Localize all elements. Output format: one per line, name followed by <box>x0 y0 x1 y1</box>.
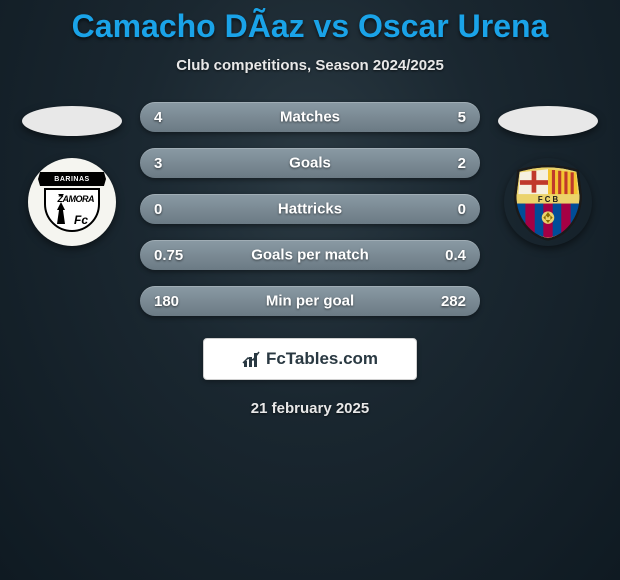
stat-right-value: 0 <box>426 201 466 218</box>
stat-label: Min per goal <box>266 293 354 310</box>
date: 21 february 2025 <box>251 400 369 417</box>
stat-row-goals-per-match: 0.75 Goals per match 0.4 <box>140 240 480 270</box>
stat-right-value: 2 <box>426 155 466 172</box>
stat-left-value: 3 <box>154 155 194 172</box>
stat-right-value: 0.4 <box>426 247 466 264</box>
brand-text: FcTables.com <box>266 349 378 369</box>
zamora-text: ZAMORA <box>58 194 95 204</box>
brand-box[interactable]: FcTables.com <box>203 338 417 380</box>
stat-left-value: 0 <box>154 201 194 218</box>
stat-label: Hattricks <box>278 201 342 218</box>
right-player-avatar-placeholder <box>498 106 598 136</box>
stat-left-value: 0.75 <box>154 247 194 264</box>
stat-left-value: 180 <box>154 293 194 310</box>
left-club-logo: BARINAS ZAMORA Fc <box>28 158 116 246</box>
zamora-shield: ZAMORA Fc <box>44 188 100 232</box>
bar-chart-icon <box>242 349 262 369</box>
root-container: Camacho DÃ­az vs Oscar Urena Club compet… <box>0 0 620 417</box>
stat-label: Matches <box>280 109 340 126</box>
stat-left-value: 4 <box>154 109 194 126</box>
stat-row-hattricks: 0 Hattricks 0 <box>140 194 480 224</box>
stat-right-value: 282 <box>426 293 466 310</box>
svg-text:F C B: F C B <box>538 195 559 204</box>
page-title: Camacho DÃ­az vs Oscar Urena <box>72 8 549 45</box>
stat-row-matches: 4 Matches 5 <box>140 102 480 132</box>
stats-column: 4 Matches 5 3 Goals 2 0 Hattricks 0 0.75… <box>140 102 480 316</box>
left-player-column: BARINAS ZAMORA Fc <box>22 102 122 246</box>
right-club-logo: F C B <box>504 158 592 246</box>
stat-row-min-per-goal: 180 Min per goal 282 <box>140 286 480 316</box>
comparison-row: BARINAS ZAMORA Fc 4 Matches 5 <box>0 102 620 316</box>
stat-label: Goals <box>289 155 331 172</box>
zamora-fc-text: Fc <box>74 213 88 227</box>
right-player-column: F C B <box>498 102 598 246</box>
zamora-logo-icon: BARINAS ZAMORA Fc <box>36 166 108 238</box>
barcelona-logo-icon: F C B <box>509 163 587 241</box>
stat-row-goals: 3 Goals 2 <box>140 148 480 178</box>
zamora-banner: BARINAS <box>38 172 106 186</box>
stat-right-value: 5 <box>426 109 466 126</box>
stat-label: Goals per match <box>251 247 369 264</box>
subtitle: Club competitions, Season 2024/2025 <box>176 57 444 74</box>
left-player-avatar-placeholder <box>22 106 122 136</box>
